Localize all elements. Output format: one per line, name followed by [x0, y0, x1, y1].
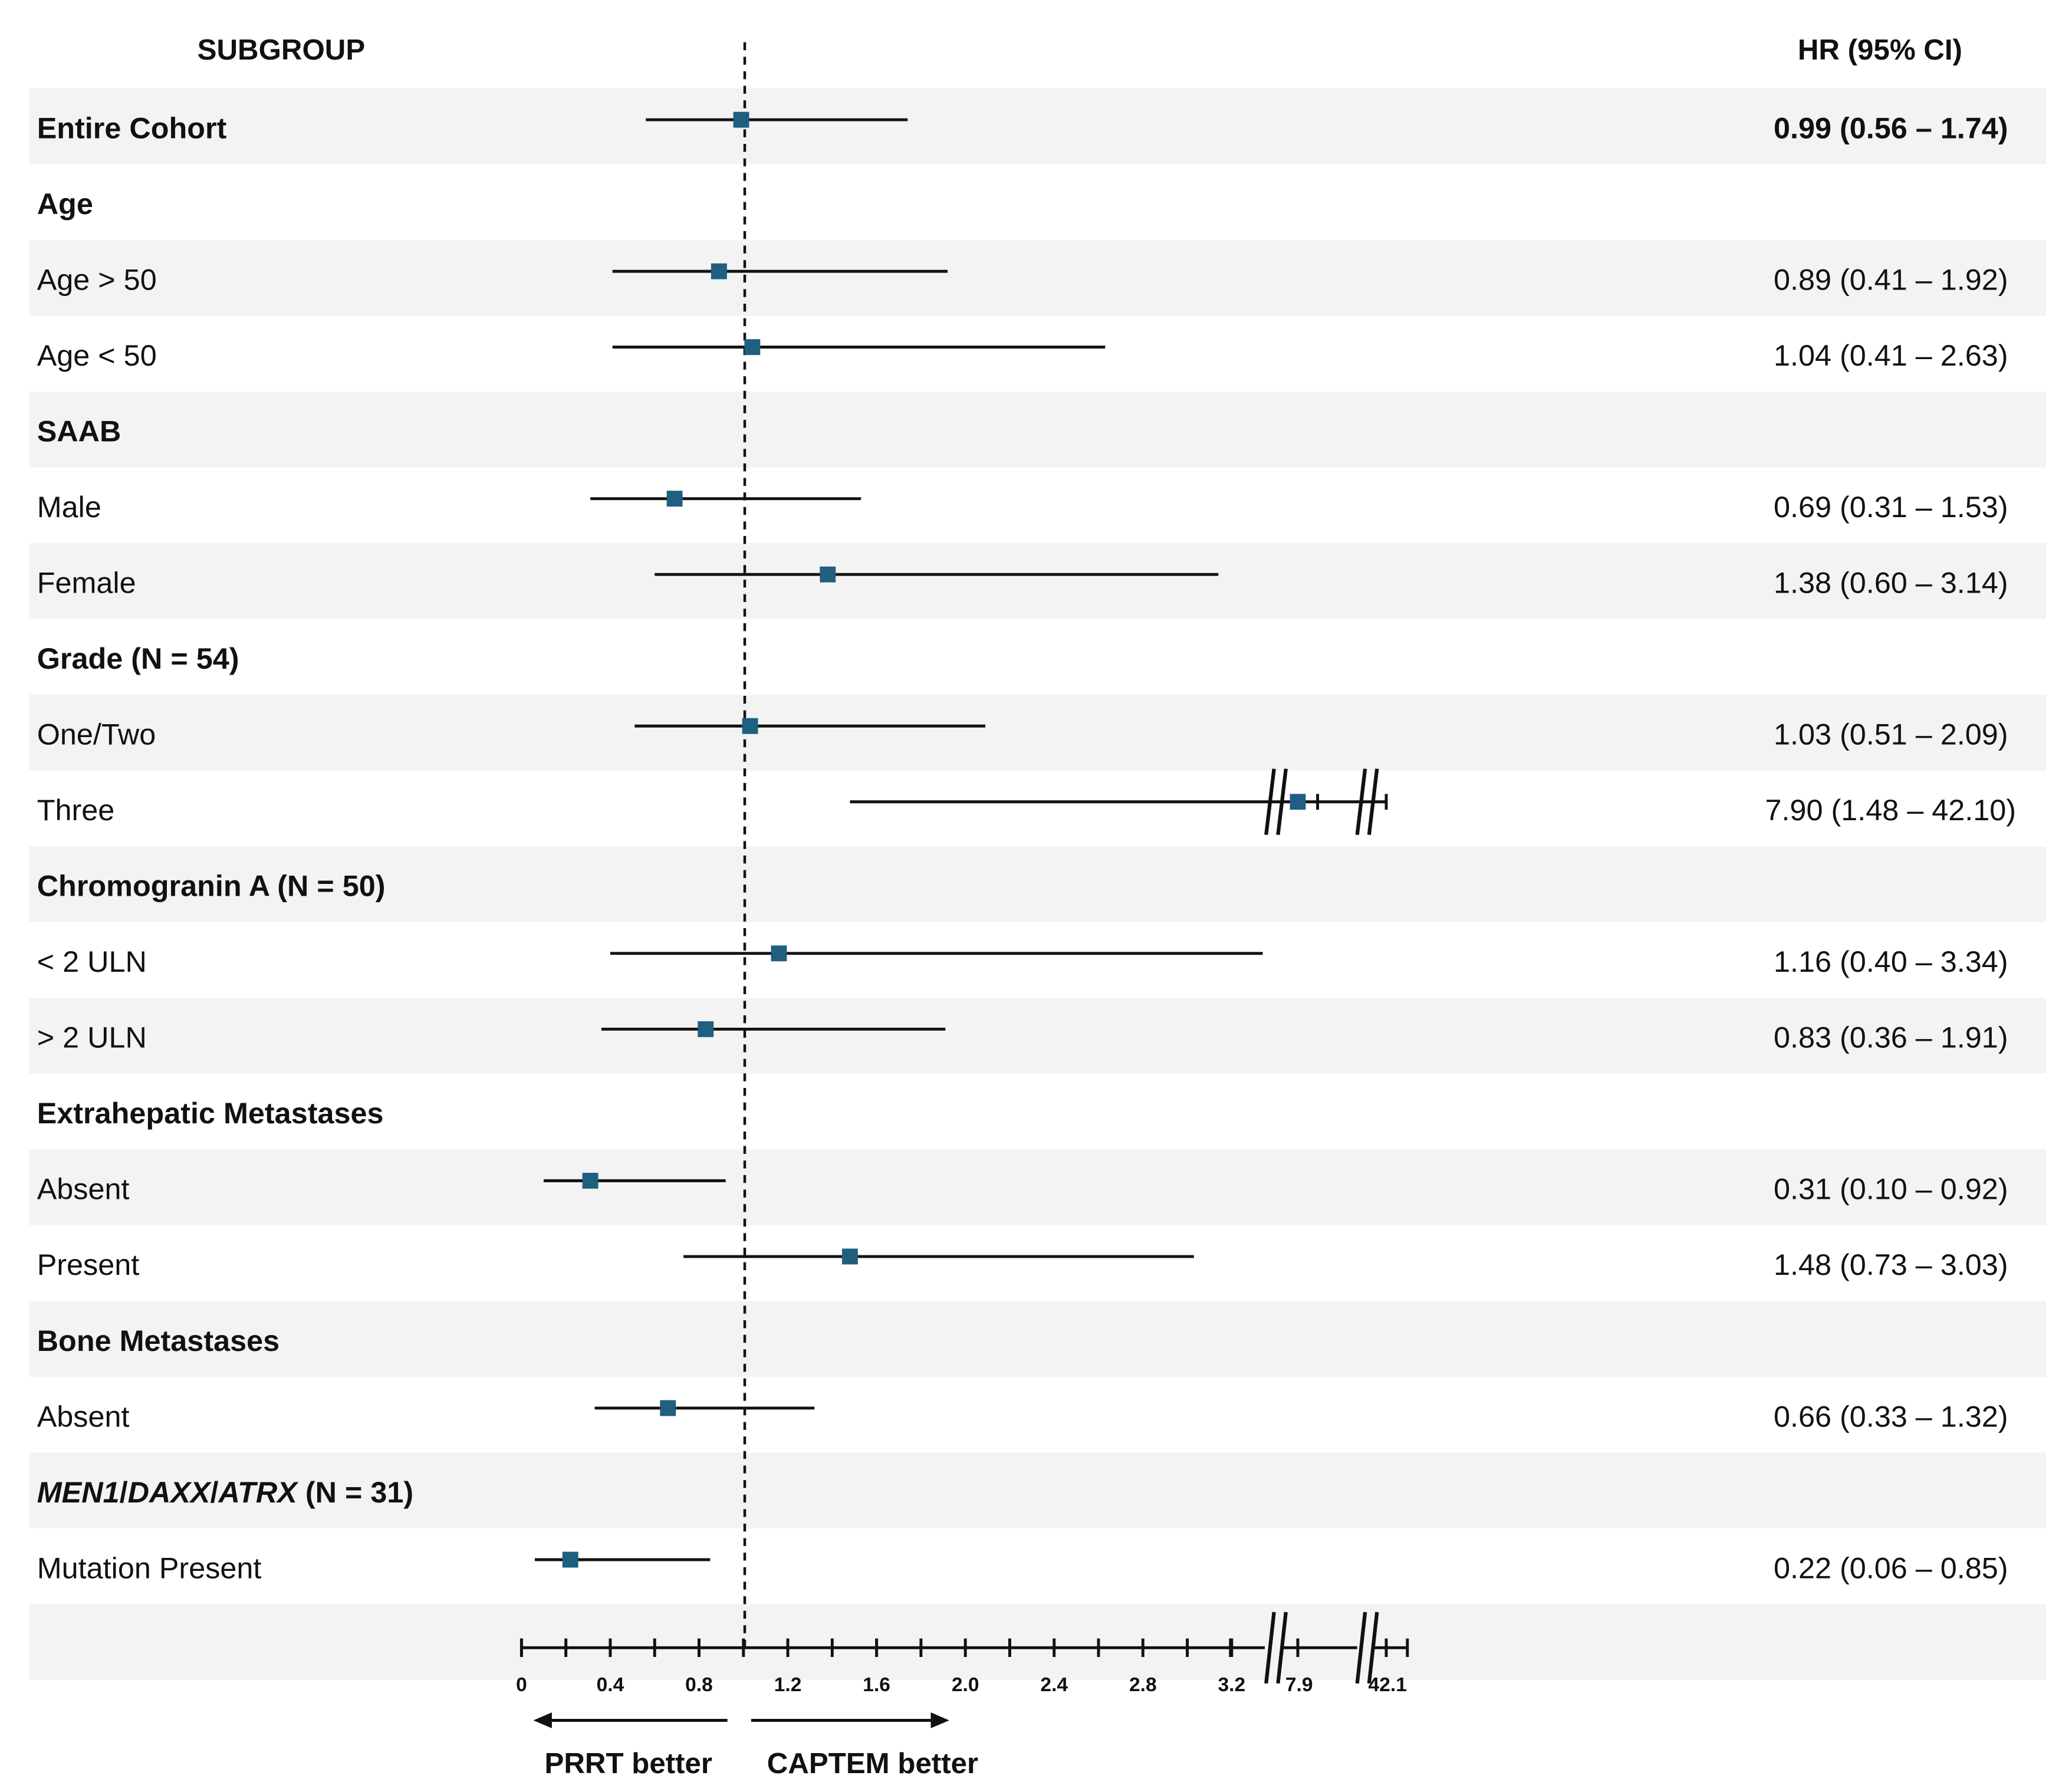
row-heading-label: Extrahepatic Metastases [37, 1096, 384, 1130]
row-heading-label: Age [37, 187, 93, 221]
x-tick-label: 1.6 [863, 1674, 890, 1696]
ci-break-mark [1264, 768, 1276, 836]
row-label: Absent [37, 1399, 130, 1433]
x-tick-label: 2.8 [1129, 1674, 1157, 1696]
x-tick-label: 2.0 [952, 1674, 979, 1696]
row-band [29, 543, 2047, 619]
hr-marker [711, 263, 727, 280]
hr-ci-value: 0.99 (0.56 – 1.74) [1774, 111, 2008, 144]
hr-marker [820, 566, 836, 583]
hr-ci-value: 0.22 (0.06 – 0.85) [1774, 1551, 2008, 1584]
row-heading-label: Entire Cohort [37, 111, 227, 144]
row-label: Present [37, 1248, 140, 1281]
hr-ci-value: 0.69 (0.31 – 1.53) [1774, 490, 2008, 524]
row-label: Mutation Present [37, 1551, 262, 1584]
row-band [29, 1452, 2047, 1528]
hr-ci-value: 1.38 (0.60 – 3.14) [1774, 566, 2008, 600]
ci-break-mark [1367, 768, 1379, 836]
axis-break-mark [1264, 1612, 1276, 1684]
row-label: Female [37, 566, 136, 600]
hr-header: HR (95% CI) [1798, 34, 1962, 66]
hr-ci-value: 7.90 (1.48 – 42.10) [1765, 793, 2016, 827]
axis-break-mark [1276, 1612, 1288, 1684]
row-band [29, 240, 2047, 316]
x-tick-label: 0.8 [685, 1674, 713, 1696]
hr-marker [1290, 794, 1306, 810]
hr-marker [562, 1551, 578, 1568]
hr-marker [733, 111, 749, 128]
axis-band [29, 1604, 2047, 1680]
row-label: Age < 50 [37, 338, 157, 372]
x-break-tick-label: 7.9 [1285, 1674, 1313, 1696]
hr-ci-value: 1.04 (0.41 – 2.63) [1774, 338, 2008, 372]
hr-marker [771, 945, 787, 962]
row-band [29, 1149, 2047, 1225]
row-heading-label: SAAB [37, 415, 121, 448]
row-heading-label: Chromogranin A (N = 50) [37, 869, 386, 903]
axis-break-mark [1367, 1612, 1379, 1684]
hr-marker [842, 1248, 858, 1265]
ci-break-mark [1276, 768, 1288, 836]
row-label: One/Two [37, 718, 156, 751]
row-label: < 2 ULN [37, 945, 147, 978]
row-label: Male [37, 490, 101, 524]
ci-break-mark [1355, 768, 1367, 836]
hr-ci-value: 0.66 (0.33 – 1.32) [1774, 1399, 2008, 1433]
hr-ci-value: 1.48 (0.73 – 3.03) [1774, 1248, 2008, 1281]
hr-marker [582, 1172, 598, 1189]
row-label: > 2 ULN [37, 1021, 147, 1054]
row-band [29, 1301, 2047, 1377]
direction-left-label: PRRT better [544, 1747, 712, 1780]
left-arrow-head [533, 1712, 552, 1728]
row-heading-label: Bone Metastases [37, 1324, 279, 1357]
right-arrow-head [930, 1712, 949, 1728]
row-label: Three [37, 793, 115, 827]
row-heading-label: MEN1/DAXX/ATRX (N = 31) [37, 1475, 414, 1509]
axis-break-mark [1355, 1612, 1367, 1684]
row-band [29, 998, 2047, 1074]
row-band [29, 846, 2047, 922]
x-tick-label: 0.4 [597, 1674, 624, 1696]
x-tick-label: 0 [516, 1674, 527, 1696]
row-band [29, 392, 2047, 468]
x-tick-label: 3.2 [1218, 1674, 1246, 1696]
hr-ci-value: 0.83 (0.36 – 1.91) [1774, 1021, 2008, 1054]
hr-ci-value: 1.03 (0.51 – 2.09) [1774, 718, 2008, 751]
hr-ci-value: 0.31 (0.10 – 0.92) [1774, 1172, 2008, 1206]
row-label: Age > 50 [37, 262, 157, 296]
x-break-tick-label: 42.1 [1369, 1674, 1407, 1696]
x-tick-label: 1.2 [774, 1674, 802, 1696]
x-tick-label: 2.4 [1040, 1674, 1068, 1696]
row-label: Absent [37, 1172, 130, 1206]
hr-marker [660, 1400, 676, 1416]
hr-marker [666, 491, 683, 507]
hr-ci-value: 1.16 (0.40 – 3.34) [1774, 945, 2008, 978]
hr-ci-value: 0.89 (0.41 – 1.92) [1774, 262, 2008, 296]
hr-marker [742, 718, 758, 734]
row-band [29, 88, 2047, 165]
row-heading-label: Grade (N = 54) [37, 642, 239, 675]
subgroup-header: SUBGROUP [198, 34, 366, 66]
direction-right-label: CAPTEM better [767, 1747, 978, 1780]
hr-marker [744, 339, 761, 356]
hr-marker [698, 1021, 714, 1037]
row-band [29, 695, 2047, 771]
